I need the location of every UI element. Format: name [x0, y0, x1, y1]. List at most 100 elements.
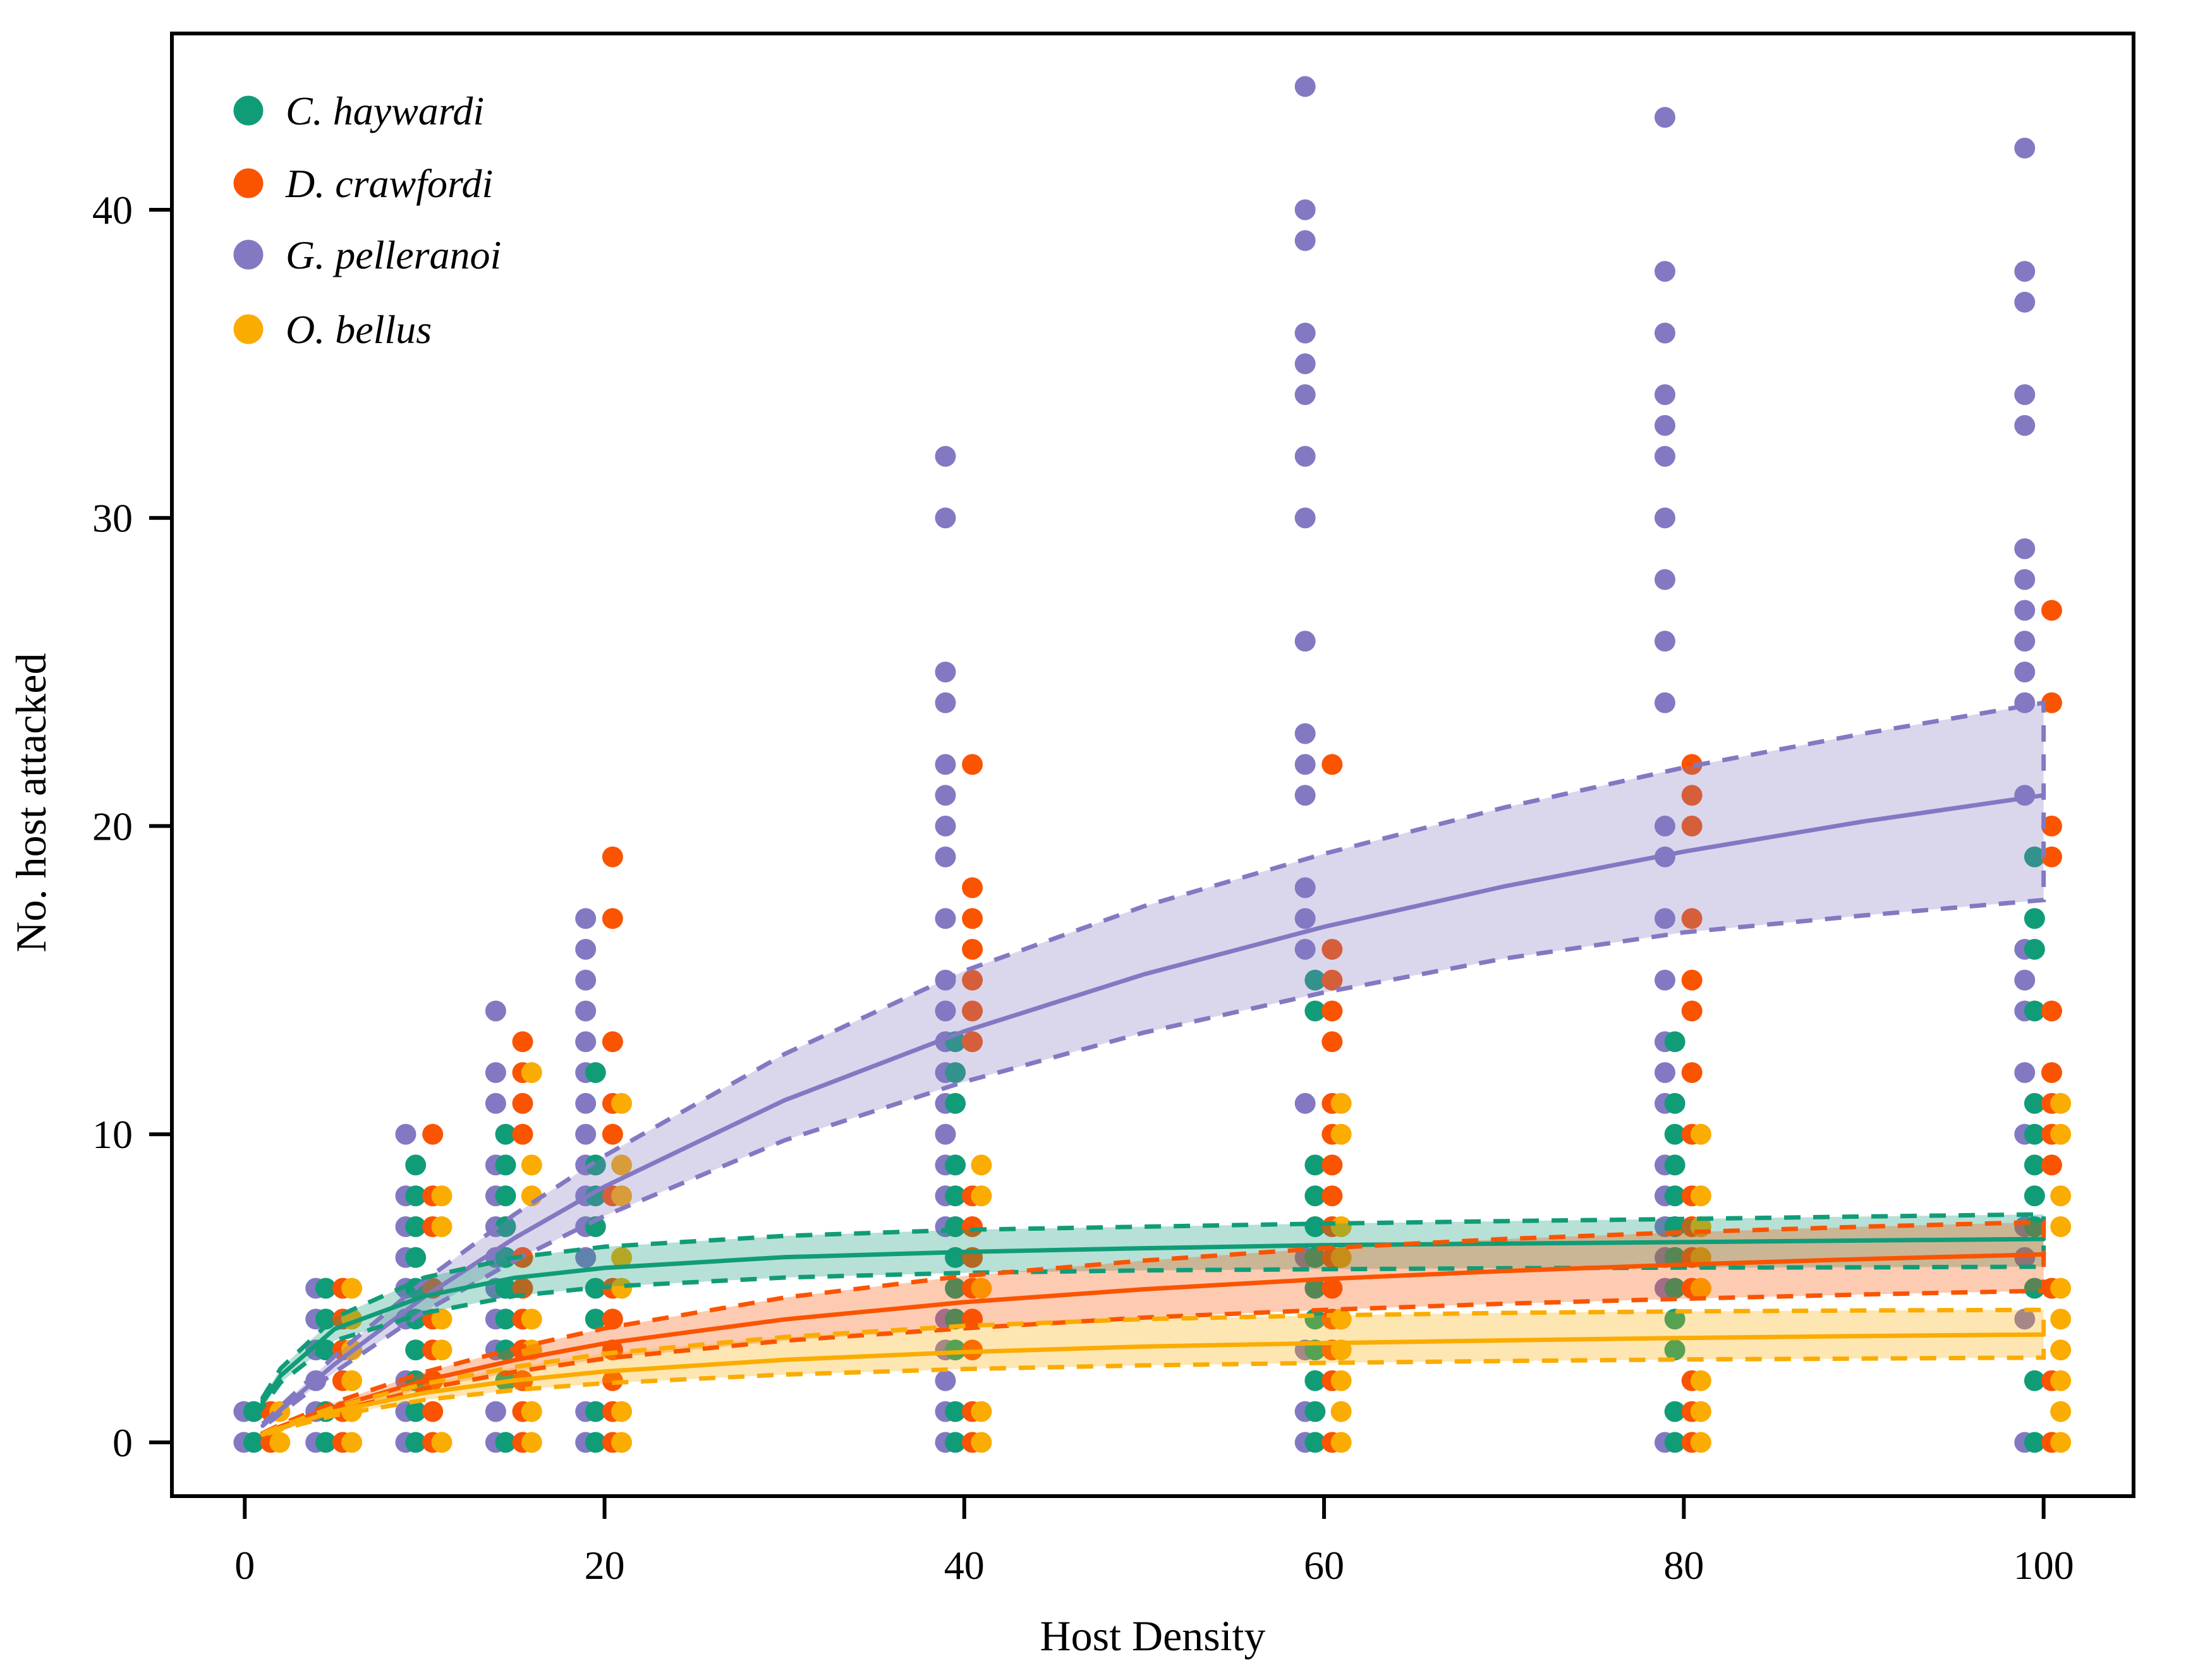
- legend-label: G. pelleranoi: [286, 233, 501, 277]
- data-point: [405, 1185, 427, 1207]
- data-point: [1294, 384, 1316, 406]
- data-point: [971, 1432, 992, 1453]
- data-point: [2050, 1092, 2072, 1114]
- data-point: [2050, 1339, 2072, 1361]
- data-point: [315, 1308, 336, 1330]
- data-point: [2024, 1370, 2045, 1391]
- data-point: [2024, 1000, 2045, 1022]
- data-point: [2024, 846, 2045, 867]
- x-tick-label: 40: [944, 1543, 985, 1588]
- data-point: [1294, 785, 1316, 806]
- data-point: [1681, 969, 1703, 991]
- data-point: [2014, 384, 2036, 406]
- data-point: [495, 1216, 516, 1237]
- data-point: [575, 1031, 597, 1053]
- legend-dot: [233, 239, 264, 270]
- data-point: [1330, 1123, 1352, 1145]
- data-point: [431, 1216, 452, 1237]
- legend-label: D. crawfordi: [285, 161, 493, 206]
- data-point: [575, 939, 597, 960]
- data-point: [512, 1092, 533, 1114]
- data-point: [935, 1370, 956, 1391]
- data-point: [341, 1432, 363, 1453]
- data-point: [1321, 1000, 1343, 1022]
- data-point: [2050, 1308, 2072, 1330]
- confidence-bound-dashed: [260, 1219, 2046, 1439]
- confidence-ribbon: [262, 703, 2044, 1428]
- data-point: [1321, 1278, 1343, 1299]
- data-point: [935, 1000, 956, 1022]
- data-point: [1304, 1432, 1326, 1453]
- data-point: [405, 1401, 427, 1422]
- data-point: [935, 815, 956, 837]
- data-point: [1294, 939, 1316, 960]
- data-point: [495, 1278, 516, 1299]
- plot-border: [170, 32, 2135, 1498]
- data-point: [1681, 785, 1703, 806]
- data-point: [1655, 445, 1675, 467]
- data-point: [1304, 1247, 1326, 1268]
- data-point: [1664, 1278, 1685, 1299]
- data-point: [971, 1401, 992, 1422]
- data-point: [2014, 137, 2036, 159]
- data-point: [945, 1185, 966, 1207]
- data-point: [2024, 1432, 2045, 1453]
- data-point: [935, 507, 956, 529]
- data-point: [1294, 199, 1316, 221]
- data-point: [1690, 1123, 1711, 1145]
- data-point: [945, 1432, 966, 1453]
- data-point: [1294, 1092, 1316, 1114]
- data-point: [1294, 754, 1316, 775]
- data-point: [1690, 1401, 1711, 1422]
- data-point: [1655, 908, 1675, 929]
- data-point: [1690, 1432, 1711, 1453]
- data-point: [935, 785, 956, 806]
- data-point: [971, 1154, 992, 1176]
- data-point: [495, 1339, 516, 1361]
- data-point: [485, 1401, 506, 1422]
- data-point: [1294, 353, 1316, 375]
- data-point: [962, 1031, 983, 1053]
- data-point: [1681, 1062, 1703, 1084]
- data-point: [2024, 939, 2045, 960]
- data-point: [2014, 1247, 2036, 1268]
- data-point: [1681, 815, 1703, 837]
- data-point: [602, 1308, 623, 1330]
- data-point: [611, 1247, 633, 1268]
- data-point: [1321, 1031, 1343, 1053]
- data-point: [1294, 322, 1316, 344]
- data-point: [962, 1000, 983, 1022]
- data-point: [945, 1401, 966, 1422]
- data-point: [1321, 1185, 1343, 1207]
- data-point: [431, 1339, 452, 1361]
- data-point: [962, 939, 983, 960]
- data-point: [575, 1247, 597, 1268]
- data-point: [945, 1062, 966, 1084]
- data-point: [1321, 754, 1343, 775]
- data-point: [945, 1154, 966, 1176]
- data-point: [1294, 445, 1316, 467]
- data-point: [945, 1339, 966, 1361]
- x-tick-label: 60: [1304, 1543, 1344, 1588]
- data-point: [2014, 662, 2036, 683]
- data-point: [962, 1216, 983, 1237]
- data-point: [1294, 507, 1316, 529]
- data-point: [495, 1432, 516, 1453]
- data-point: [512, 1031, 533, 1053]
- y-tick-label: 20: [92, 804, 133, 849]
- data-point: [945, 1092, 966, 1114]
- data-point: [1664, 1401, 1685, 1422]
- data-point: [602, 846, 623, 867]
- data-point: [2041, 1000, 2062, 1022]
- legend-label: C. haywardi: [286, 88, 484, 133]
- data-point: [2041, 600, 2062, 621]
- data-point: [962, 754, 983, 775]
- data-point: [431, 1432, 452, 1453]
- data-point: [405, 1247, 427, 1268]
- data-point: [611, 1278, 633, 1299]
- x-axis-title: Host Density: [1040, 1612, 1266, 1660]
- data-point: [1664, 1308, 1685, 1330]
- data-point: [341, 1278, 363, 1299]
- data-point: [1330, 1216, 1352, 1237]
- data-point: [2014, 291, 2036, 313]
